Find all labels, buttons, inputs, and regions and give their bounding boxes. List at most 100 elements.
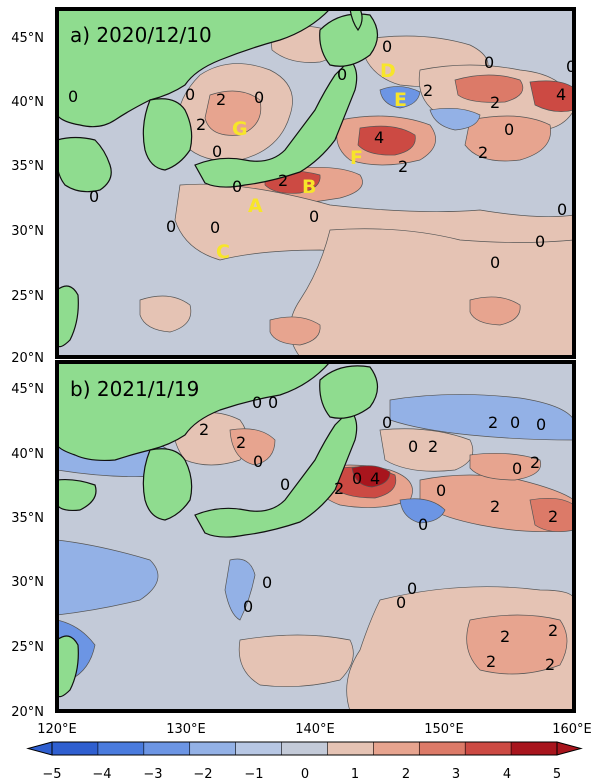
contour-label: 0 xyxy=(243,597,253,616)
contour-label: 0 xyxy=(268,393,278,412)
lat-tick: 45°N xyxy=(11,31,44,46)
lon-tick: 150°E xyxy=(424,722,464,737)
colorbar-tick: −2 xyxy=(193,767,212,782)
panel-b: 0 0 2 2 0 0 0 0 2 2 0 0 0 2 0 4 2 0 2 2 xyxy=(57,362,574,711)
contour-label: 2 xyxy=(278,171,288,190)
colorbar-segment xyxy=(190,742,236,755)
contour-label: 0 xyxy=(166,217,176,236)
colorbar xyxy=(28,742,581,755)
contour-label: 0 xyxy=(262,573,272,592)
lat-tick: 20°N xyxy=(11,705,44,720)
colorbar-tick: 0 xyxy=(301,767,309,782)
lon-tick: 160°E xyxy=(552,722,592,737)
colorbar-segment xyxy=(511,742,557,755)
contour-label: 0 xyxy=(418,515,428,534)
colorbar-segment xyxy=(465,742,511,755)
colorbar-tick: 4 xyxy=(503,767,511,782)
contour-label: 2 xyxy=(428,437,438,456)
contour-label: 2 xyxy=(216,90,226,109)
contour-label: 2 xyxy=(530,453,540,472)
contour-label: 2 xyxy=(196,115,206,134)
panel-a-title: a) 2020/12/10 xyxy=(70,23,212,47)
lat-tick: 20°N xyxy=(11,351,44,366)
colorbar-tick: 2 xyxy=(402,767,410,782)
contour-label: 0 xyxy=(68,87,78,106)
figure: 0 0 2 0 2 0 0 0 0 0 2 2 4 4 0 2 2 2 0 0 xyxy=(0,0,603,784)
colorbar-tick: 5 xyxy=(553,767,561,782)
longitude-axis: 120°E 130°E 140°E 150°E 160°E xyxy=(37,722,592,737)
lat-tick: 25°N xyxy=(11,289,44,304)
latitude-axis-a: 45°N 40°N 35°N 30°N 25°N 20°N xyxy=(11,31,44,366)
lat-tick: 30°N xyxy=(11,224,44,239)
contour-label: 2 xyxy=(548,507,558,526)
contour-label: 0 xyxy=(309,207,319,226)
marker-e: E xyxy=(394,89,407,111)
contour-label: 2 xyxy=(490,497,500,516)
contour-label: 0 xyxy=(535,232,545,251)
lat-tick: 35°N xyxy=(11,511,44,526)
contour-label: 0 xyxy=(408,437,418,456)
colorbar-tick: 3 xyxy=(452,767,460,782)
contour-label: 0 xyxy=(536,415,546,434)
contour-label: 2 xyxy=(500,627,510,646)
contour-label: 4 xyxy=(374,128,384,147)
colorbar-segment xyxy=(282,742,328,755)
contour-label: 0 xyxy=(407,579,417,598)
contour-label: 0 xyxy=(436,481,446,500)
contour-label: 0 xyxy=(89,187,99,206)
colorbar-ticks: −5 −4 −3 −2 −1 0 1 2 3 4 5 xyxy=(42,767,561,782)
colorbar-segment xyxy=(52,742,98,755)
contour-label: 0 xyxy=(504,120,514,139)
contour-label: 0 xyxy=(210,218,220,237)
contour-label: 2 xyxy=(486,652,496,671)
contour-label: 0 xyxy=(510,413,520,432)
contour-label: 4 xyxy=(556,85,566,104)
lon-tick: 120°E xyxy=(37,722,77,737)
contour-label: 0 xyxy=(253,452,263,471)
lat-tick: 45°N xyxy=(11,382,44,397)
contour-label: 0 xyxy=(352,469,362,488)
contour-label: 2 xyxy=(478,143,488,162)
contour-label: 2 xyxy=(423,81,433,100)
lon-tick: 140°E xyxy=(295,722,335,737)
colorbar-segment xyxy=(419,742,465,755)
colorbar-tick: −3 xyxy=(143,767,162,782)
colorbar-extend-min xyxy=(28,742,52,755)
marker-a: A xyxy=(248,195,263,217)
contour-label: 2 xyxy=(199,420,209,439)
marker-c: C xyxy=(216,241,230,263)
contour-label: 0 xyxy=(212,142,222,161)
lat-tick: 30°N xyxy=(11,575,44,590)
contour-label: 2 xyxy=(548,621,558,640)
marker-d: D xyxy=(380,60,396,82)
contour-label: 0 xyxy=(254,88,264,107)
lat-tick: 25°N xyxy=(11,640,44,655)
contour-label: 2 xyxy=(398,157,408,176)
contour-label: 0 xyxy=(232,177,242,196)
marker-b: B xyxy=(302,176,316,198)
lat-tick: 40°N xyxy=(11,95,44,110)
colorbar-segment xyxy=(98,742,144,755)
contour-label: 2 xyxy=(490,93,500,112)
colorbar-tick: −5 xyxy=(42,767,61,782)
contour-label: 0 xyxy=(337,65,347,84)
contour-label: 0 xyxy=(512,459,522,478)
colorbar-tick: 1 xyxy=(351,767,359,782)
colorbar-tick: −4 xyxy=(92,767,111,782)
colorbar-extend-max xyxy=(557,742,581,755)
contour-label: 0 xyxy=(382,37,392,56)
contour-label: 0 xyxy=(484,53,494,72)
contour-label: 2 xyxy=(488,413,498,432)
contour-label: 0 xyxy=(557,200,567,219)
lat-tick: 40°N xyxy=(11,447,44,462)
latitude-axis-b: 45°N 40°N 35°N 30°N 25°N 20°N xyxy=(11,382,44,720)
lon-tick: 130°E xyxy=(166,722,206,737)
contour-label: 2 xyxy=(236,433,246,452)
contour-label: 0 xyxy=(396,593,406,612)
marker-g: G xyxy=(232,118,248,140)
contour-label: 2 xyxy=(545,655,555,674)
colorbar-segment xyxy=(144,742,190,755)
colorbar-segment xyxy=(373,742,419,755)
contour-label: 0 xyxy=(280,475,290,494)
contour-label: 2 xyxy=(334,479,344,498)
